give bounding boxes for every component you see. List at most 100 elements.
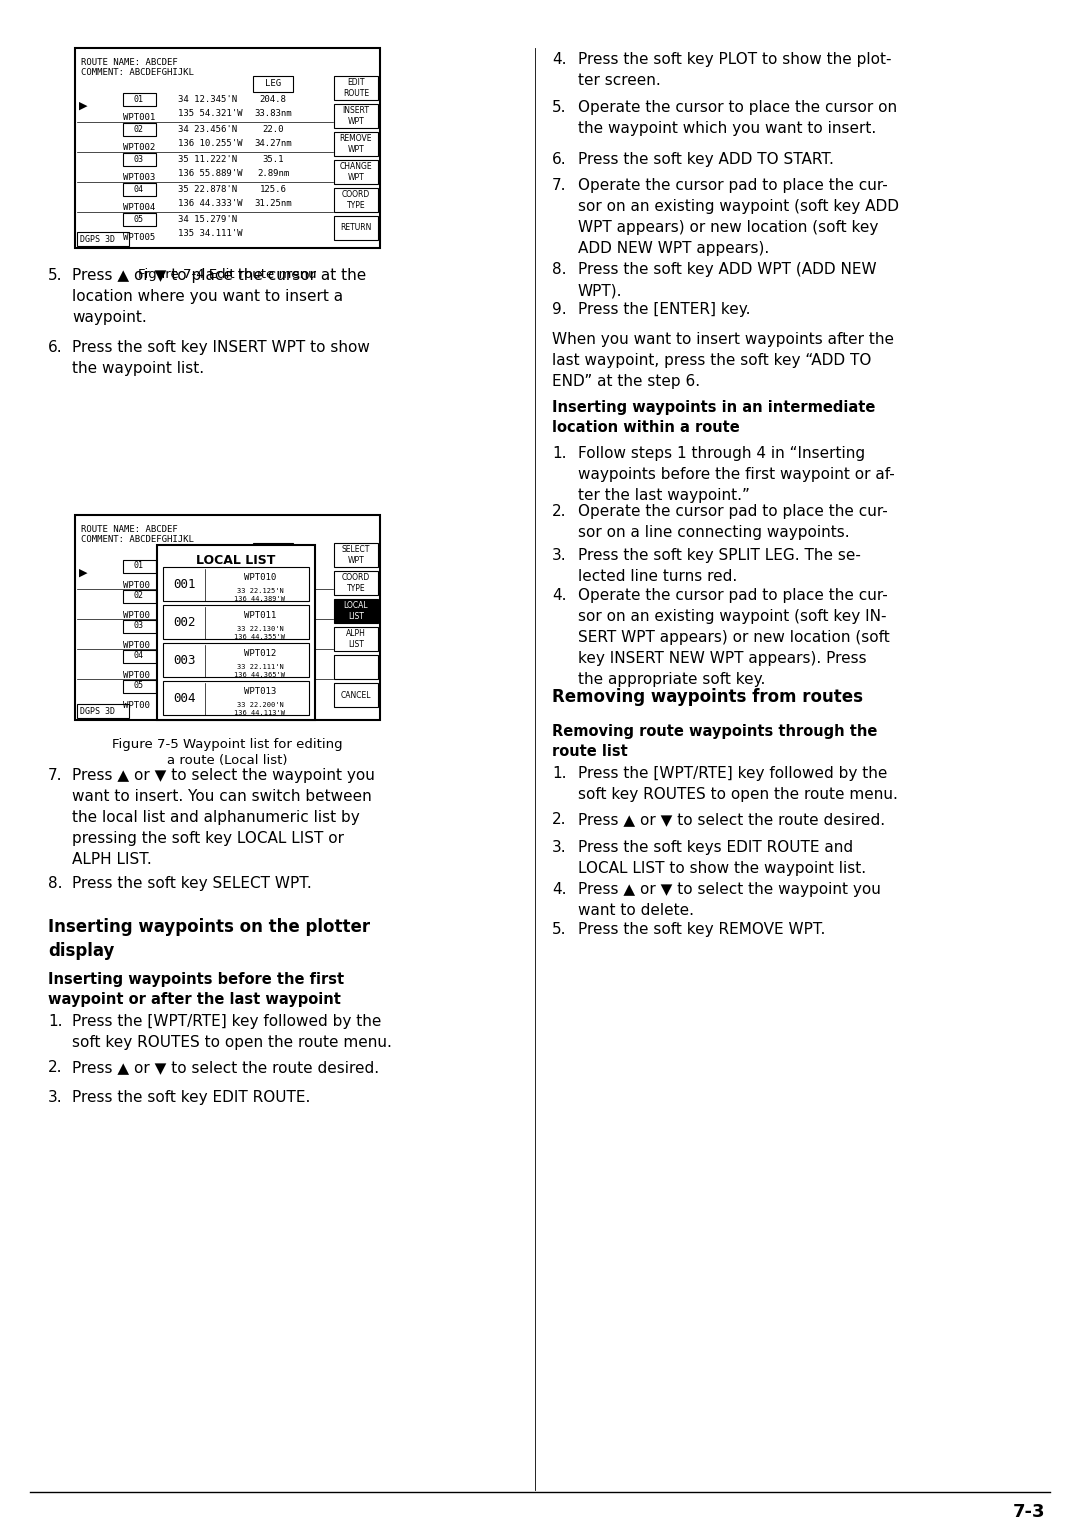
Text: When you want to insert waypoints after the
last waypoint, press the soft key “A: When you want to insert waypoints after … xyxy=(552,333,894,389)
Text: LEG: LEG xyxy=(265,79,281,89)
Text: 136 44.355'W: 136 44.355'W xyxy=(234,633,285,639)
Text: 03: 03 xyxy=(134,154,144,163)
Bar xyxy=(334,160,378,185)
Text: INSERT
WPT: INSERT WPT xyxy=(342,107,369,125)
Text: 34.27nm: 34.27nm xyxy=(254,139,292,148)
Text: 3.: 3. xyxy=(552,548,567,563)
Bar xyxy=(77,232,129,246)
Text: WPT00: WPT00 xyxy=(123,641,150,650)
Bar xyxy=(334,217,378,240)
Bar xyxy=(157,545,315,720)
Text: Inserting waypoints before the first
waypoint or after the last waypoint: Inserting waypoints before the first way… xyxy=(48,972,345,1007)
Text: WPT00: WPT00 xyxy=(123,700,150,710)
Text: ALPH
LIST: ALPH LIST xyxy=(346,629,366,649)
Bar xyxy=(163,604,309,639)
Bar xyxy=(334,684,378,707)
Bar xyxy=(123,591,156,603)
Text: ROUTE NAME: ABCDEF: ROUTE NAME: ABCDEF xyxy=(81,525,178,534)
Bar xyxy=(75,514,380,720)
Text: Press the soft key SPLIT LEG. The se-
lected line turns red.: Press the soft key SPLIT LEG. The se- le… xyxy=(578,548,861,584)
Text: EDIT
ROUTE: EDIT ROUTE xyxy=(343,78,369,98)
Text: Press the soft key SELECT WPT.: Press the soft key SELECT WPT. xyxy=(72,876,312,891)
Text: Press ▲ or ▼ to place the cursor at the
location where you want to insert a
wayp: Press ▲ or ▼ to place the cursor at the … xyxy=(72,269,366,325)
Text: WPT00: WPT00 xyxy=(123,580,150,589)
Text: 204.8: 204.8 xyxy=(259,96,286,104)
Bar xyxy=(123,183,156,195)
Text: ▶: ▶ xyxy=(79,568,87,578)
Text: 125.6: 125.6 xyxy=(259,186,286,194)
Text: 6.: 6. xyxy=(552,153,567,166)
Text: 5.: 5. xyxy=(48,269,63,282)
Text: 01: 01 xyxy=(134,562,144,571)
Text: Removing waypoints from routes: Removing waypoints from routes xyxy=(552,688,863,707)
Text: 136 55.889'W: 136 55.889'W xyxy=(178,169,243,179)
Text: 136 44.389'W: 136 44.389'W xyxy=(234,597,285,601)
Text: 1.: 1. xyxy=(552,446,567,461)
Text: 6.: 6. xyxy=(48,340,63,356)
Text: Press ▲ or ▼ to select the waypoint you
want to delete.: Press ▲ or ▼ to select the waypoint you … xyxy=(578,882,881,919)
Text: Press the [ENTER] key.: Press the [ENTER] key. xyxy=(578,302,751,317)
Text: 136 10.255'W: 136 10.255'W xyxy=(178,139,243,148)
Text: 03: 03 xyxy=(134,621,144,630)
Text: COORD
TYPE: COORD TYPE xyxy=(342,191,370,209)
Text: 34 23.456'N: 34 23.456'N xyxy=(178,125,238,134)
Bar xyxy=(163,568,309,601)
Text: 9.: 9. xyxy=(552,302,567,317)
Text: 31.25nm: 31.25nm xyxy=(254,200,292,209)
Bar xyxy=(253,76,293,92)
Text: 2.: 2. xyxy=(552,504,567,519)
Text: DGPS 3D: DGPS 3D xyxy=(80,235,114,244)
Bar xyxy=(123,153,156,166)
Text: 2.: 2. xyxy=(48,1061,63,1074)
Text: Press ▲ or ▼ to select the route desired.: Press ▲ or ▼ to select the route desired… xyxy=(72,1061,379,1074)
Text: Inserting waypoints on the plotter
display: Inserting waypoints on the plotter displ… xyxy=(48,919,370,960)
Text: 136 44.113'W: 136 44.113'W xyxy=(234,710,285,716)
Text: COMMENT: ABCDEFGHIJKL: COMMENT: ABCDEFGHIJKL xyxy=(81,69,194,76)
Text: 7.: 7. xyxy=(552,179,567,192)
Text: 4.: 4. xyxy=(552,588,567,603)
Text: 01: 01 xyxy=(134,95,144,104)
Text: 22.0: 22.0 xyxy=(262,125,284,134)
Text: 1.: 1. xyxy=(48,1013,63,1029)
Text: ROUTE NAME: ABCDEF: ROUTE NAME: ABCDEF xyxy=(81,58,178,67)
Text: 33 22.125'N: 33 22.125'N xyxy=(237,588,283,594)
Text: 8.: 8. xyxy=(552,262,567,278)
Bar xyxy=(123,650,156,662)
Text: WPT00: WPT00 xyxy=(123,670,150,679)
Text: Press the [WPT/RTE] key followed by the
soft key ROUTES to open the route menu.: Press the [WPT/RTE] key followed by the … xyxy=(72,1013,392,1050)
Text: 34 15.279'N: 34 15.279'N xyxy=(178,215,238,224)
Text: Press ▲ or ▼ to select the route desired.: Press ▲ or ▼ to select the route desired… xyxy=(578,812,886,827)
Text: Press the soft key EDIT ROUTE.: Press the soft key EDIT ROUTE. xyxy=(72,1090,310,1105)
Text: 7-3: 7-3 xyxy=(1013,1503,1045,1521)
Text: 136 44.333'W: 136 44.333'W xyxy=(178,200,243,209)
Text: WPT00: WPT00 xyxy=(123,610,150,620)
Text: LOCAL LIST: LOCAL LIST xyxy=(197,554,275,566)
Text: WPT012: WPT012 xyxy=(244,649,276,658)
Text: 002: 002 xyxy=(173,615,195,629)
Text: WPT004: WPT004 xyxy=(123,203,156,212)
Text: COMMENT: ABCDEFGHIJKL: COMMENT: ABCDEFGHIJKL xyxy=(81,536,194,543)
Text: Operate the cursor pad to place the cur-
sor on an existing waypoint (soft key I: Operate the cursor pad to place the cur-… xyxy=(578,588,890,687)
Text: 05: 05 xyxy=(134,215,144,223)
Bar xyxy=(123,124,156,136)
Bar xyxy=(123,214,156,226)
Bar xyxy=(77,703,129,719)
Text: Inserting waypoints in an intermediate
location within a route: Inserting waypoints in an intermediate l… xyxy=(552,400,876,435)
Text: 33 22.130'N: 33 22.130'N xyxy=(237,626,283,632)
Bar xyxy=(75,47,380,249)
Bar xyxy=(253,543,293,559)
Text: 3.: 3. xyxy=(552,839,567,855)
Text: 135 54.321'W: 135 54.321'W xyxy=(178,110,243,119)
Bar xyxy=(334,133,378,156)
Text: 35.1: 35.1 xyxy=(262,156,284,165)
Text: ▶: ▶ xyxy=(79,101,87,111)
Text: LEG: LEG xyxy=(265,546,281,555)
Bar xyxy=(123,681,156,693)
Text: 2.89nm: 2.89nm xyxy=(257,169,289,179)
Text: Press ▲ or ▼ to select the waypoint you
want to insert. You can switch between
t: Press ▲ or ▼ to select the waypoint you … xyxy=(72,768,375,867)
Text: Press the soft key INSERT WPT to show
the waypoint list.: Press the soft key INSERT WPT to show th… xyxy=(72,340,369,375)
Text: 003: 003 xyxy=(173,653,195,667)
Text: CANCEL: CANCEL xyxy=(341,690,372,699)
Text: 3.: 3. xyxy=(48,1090,63,1105)
Text: Removing route waypoints through the
route list: Removing route waypoints through the rou… xyxy=(552,723,877,758)
